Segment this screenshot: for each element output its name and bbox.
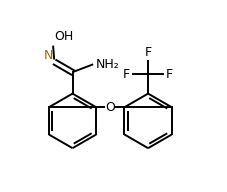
Text: F: F bbox=[144, 46, 151, 59]
Text: OH: OH bbox=[54, 30, 73, 43]
Text: F: F bbox=[165, 68, 173, 81]
Text: O: O bbox=[105, 101, 115, 114]
Text: N: N bbox=[44, 49, 53, 62]
Text: NH₂: NH₂ bbox=[95, 58, 119, 71]
Text: F: F bbox=[122, 68, 129, 81]
